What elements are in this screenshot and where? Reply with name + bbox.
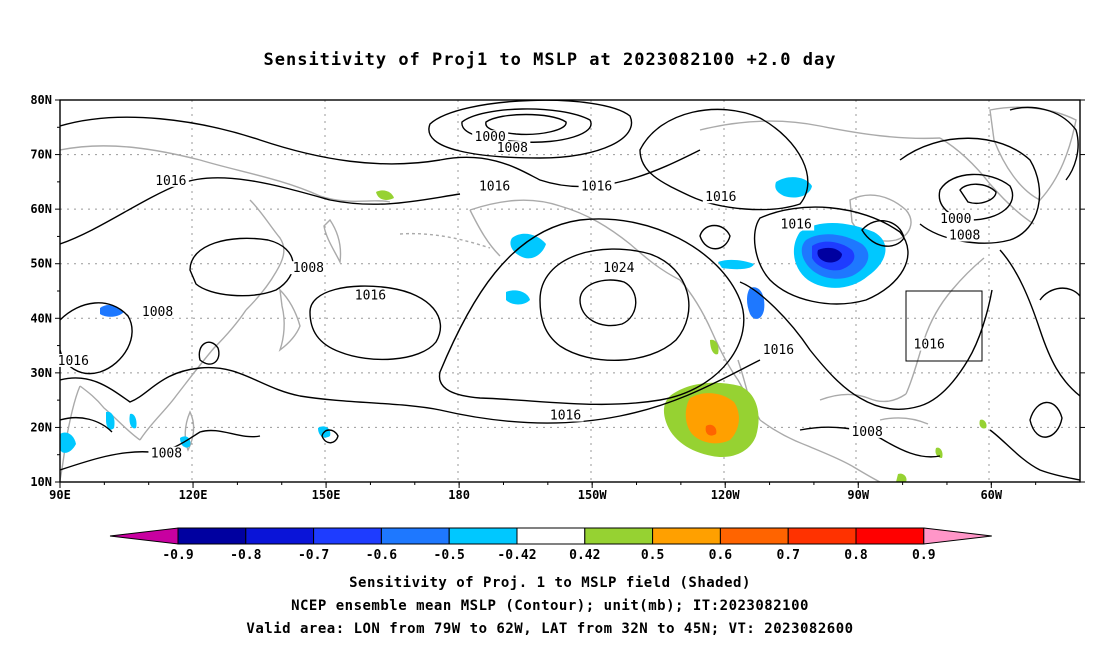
contour-label: 1016 (479, 179, 510, 194)
contour-label-bg (702, 190, 739, 204)
colorbar-segment (652, 527, 721, 545)
colorbar-label: -0.6 (366, 548, 397, 563)
coastlines (60, 106, 1077, 482)
contour-label: 1024 (603, 261, 634, 276)
colorbar-segment (380, 527, 450, 545)
contour-label-bg (778, 217, 815, 231)
contour-label: 1000 (940, 212, 971, 227)
colorbar-label: -0.7 (298, 548, 329, 563)
lon-tick-label: 120E (179, 488, 208, 502)
contour-label-bg (494, 141, 531, 155)
lon-tick-label: 150W (578, 488, 608, 502)
contour-label-bg (476, 179, 513, 193)
longitude-labels: 90E 120E 150E 180 150W 120W 90W 60W (49, 488, 1003, 502)
lat-tick-label: 50N (30, 257, 52, 271)
contour-label-bg (139, 304, 176, 318)
colorbar-segment (313, 527, 382, 545)
lon-tick-label: 180 (448, 488, 470, 502)
valid-area-box (905, 290, 983, 362)
lat-tick-label: 20N (30, 420, 52, 434)
lat-tick-label: 80N (30, 93, 52, 107)
colorbar-segment (177, 527, 247, 545)
colorbar: -0.9 -0.8 -0.7 -0.6 -0.5 -0.42 0.42 0.5 0.6 0.7 0.… (109, 527, 992, 563)
colorbar-segment (516, 527, 586, 545)
contour-label-bg (472, 130, 509, 144)
contour-label: 1016 (550, 409, 581, 424)
contour-label: 1008 (142, 305, 173, 320)
latitude-labels: 80N 70N 60N 50N 40N 30N 20N 10N (30, 93, 52, 489)
contour-label-bg (946, 228, 983, 242)
contour-label: 1008 (851, 425, 882, 440)
colorbar-segment (448, 527, 518, 545)
chart-title: Sensitivity of Proj1 to MSLP at 20230821… (263, 50, 837, 70)
colorbar-label: -0.5 (434, 548, 465, 563)
colorbar-label: 0.6 (709, 548, 733, 563)
colorbar-segment (719, 527, 789, 545)
caption-contour: NCEP ensemble mean MSLP (Contour); unit(… (291, 598, 809, 614)
contour-label-bg (937, 212, 974, 226)
lon-tick-label: 60W (980, 488, 1002, 502)
lat-tick-label: 40N (30, 311, 52, 325)
contour-label: 1008 (497, 141, 528, 156)
colorbar-label: 0.9 (912, 548, 935, 563)
contour-label-bg (352, 288, 389, 302)
caption-shaded: Sensitivity of Proj. 1 to MSLP field (Sh… (349, 575, 751, 591)
contour-label-bg (600, 261, 637, 275)
contour-label-bg (578, 179, 615, 193)
lat-tick-label: 30N (30, 366, 52, 380)
caption-valid-area: Valid area: LON from 79W to 62W, LAT fro… (246, 621, 854, 637)
gridlines (60, 100, 1080, 482)
colorbar-high-triangle (923, 527, 992, 545)
colorbar-low-triangle (109, 527, 179, 545)
colorbar-label: 0.42 (569, 548, 600, 563)
colorbar-label: -0.42 (497, 548, 536, 563)
colorbar-label: 0.7 (776, 548, 799, 563)
contour-label: 1016 (58, 354, 89, 369)
contour-label: 1016 (155, 174, 186, 189)
contour-label-bg (152, 173, 189, 187)
colorbar-label: -0.9 (162, 548, 193, 563)
lat-tick-label: 10N (30, 475, 52, 489)
colorbar-label: -0.8 (230, 548, 261, 563)
contour-label: 1016 (781, 218, 812, 233)
lon-tick-label: 150E (312, 488, 341, 502)
contour-label-bg (547, 408, 584, 422)
contour-label-bg (849, 424, 886, 438)
colorbar-segment (855, 527, 925, 545)
tick-marks (55, 99, 1085, 488)
contour-label: 1016 (914, 338, 945, 353)
mslp-contours (60, 100, 1080, 481)
colorbar-segment (584, 527, 654, 545)
contour-label-bg (760, 343, 797, 357)
lon-tick-label: 90E (49, 488, 71, 502)
contour-label-bg (148, 446, 185, 460)
contour-label: 1016 (581, 179, 612, 194)
contour-label-bg (911, 337, 948, 351)
contour-label: 1008 (293, 261, 324, 276)
contour-label: 1008 (151, 447, 182, 462)
contour-label: 1016 (763, 343, 794, 358)
contour-label: 1008 (949, 228, 980, 243)
lat-tick-label: 60N (30, 202, 52, 216)
lat-tick-label: 70N (30, 148, 52, 162)
sensitivity-shading (60, 177, 987, 482)
contour-label-bg (290, 261, 327, 275)
lon-tick-label: 90W (847, 488, 869, 502)
colorbar-label: 0.8 (844, 548, 868, 563)
lon-tick-label: 120W (711, 488, 741, 502)
colorbar-label: 0.5 (641, 548, 664, 563)
colorbar-segment (787, 527, 857, 545)
contour-label: 1016 (705, 190, 736, 205)
colorbar-segment (245, 527, 315, 545)
contour-label-bg (55, 353, 92, 367)
contour-label: 1016 (355, 288, 386, 303)
